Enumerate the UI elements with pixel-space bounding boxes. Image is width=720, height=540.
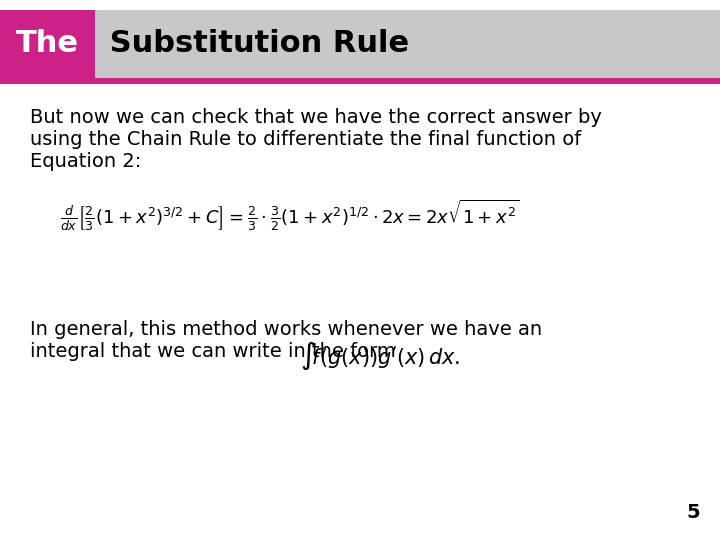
Text: $\frac{d}{dx}\left[\frac{2}{3}(1 + x^2)^{3/2} + C\right] = \frac{2}{3} \cdot \fr: $\frac{d}{dx}\left[\frac{2}{3}(1 + x^2)^… [60,197,520,233]
Text: In general, this method works whenever we have an: In general, this method works whenever w… [30,320,542,339]
Text: integral that we can write in the form: integral that we can write in the form [30,342,402,361]
Text: The: The [16,30,79,58]
Text: $\int\! f(g(x))g'(x)\,dx.$: $\int\! f(g(x))g'(x)\,dx.$ [300,340,460,372]
Text: 5: 5 [686,503,700,522]
Text: Equation 2:: Equation 2: [30,152,141,171]
Text: But now we can check that we have the correct answer by: But now we can check that we have the co… [30,108,602,127]
Bar [0,78,720,84]
Bar [0,10,95,78]
Text: using the Chain Rule to differentiate the final function of: using the Chain Rule to differentiate th… [30,130,581,149]
Text: Substitution Rule: Substitution Rule [99,30,409,58]
Bar [0,10,720,78]
